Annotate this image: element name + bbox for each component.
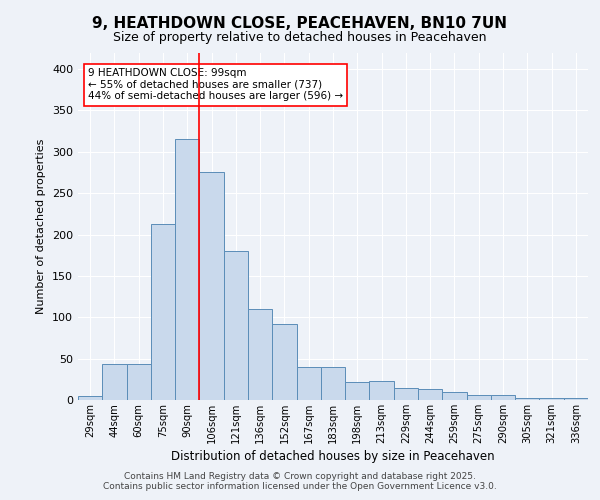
Y-axis label: Number of detached properties: Number of detached properties (37, 138, 46, 314)
Bar (370, 381, 394, 400)
Text: 9 HEATHDOWN CLOSE: 99sqm
← 55% of detached houses are smaller (737)
44% of semi-: 9 HEATHDOWN CLOSE: 99sqm ← 55% of detach… (88, 68, 343, 102)
Bar (175, 140, 199, 400)
Bar (539, 398, 564, 400)
Text: Contains HM Land Registry data © Crown copyright and database right 2025.
Contai: Contains HM Land Registry data © Crown c… (103, 472, 497, 491)
Bar (272, 324, 296, 400)
Bar (78, 396, 102, 400)
Bar (151, 224, 175, 400)
Bar (394, 388, 418, 400)
Text: Size of property relative to detached houses in Peacehaven: Size of property relative to detached ho… (113, 31, 487, 44)
Bar (296, 367, 321, 400)
Bar (224, 251, 248, 400)
Bar (442, 392, 467, 400)
Bar (345, 382, 370, 400)
Bar (515, 398, 539, 400)
Bar (102, 364, 127, 400)
Bar (248, 309, 272, 400)
Bar (199, 172, 224, 400)
Bar (491, 395, 515, 400)
Bar (418, 389, 442, 400)
Bar (127, 364, 151, 400)
Text: 9, HEATHDOWN CLOSE, PEACEHAVEN, BN10 7UN: 9, HEATHDOWN CLOSE, PEACEHAVEN, BN10 7UN (92, 16, 508, 31)
X-axis label: Distribution of detached houses by size in Peacehaven: Distribution of detached houses by size … (171, 450, 495, 463)
Bar (564, 398, 588, 400)
Bar (321, 367, 345, 400)
Bar (467, 395, 491, 400)
